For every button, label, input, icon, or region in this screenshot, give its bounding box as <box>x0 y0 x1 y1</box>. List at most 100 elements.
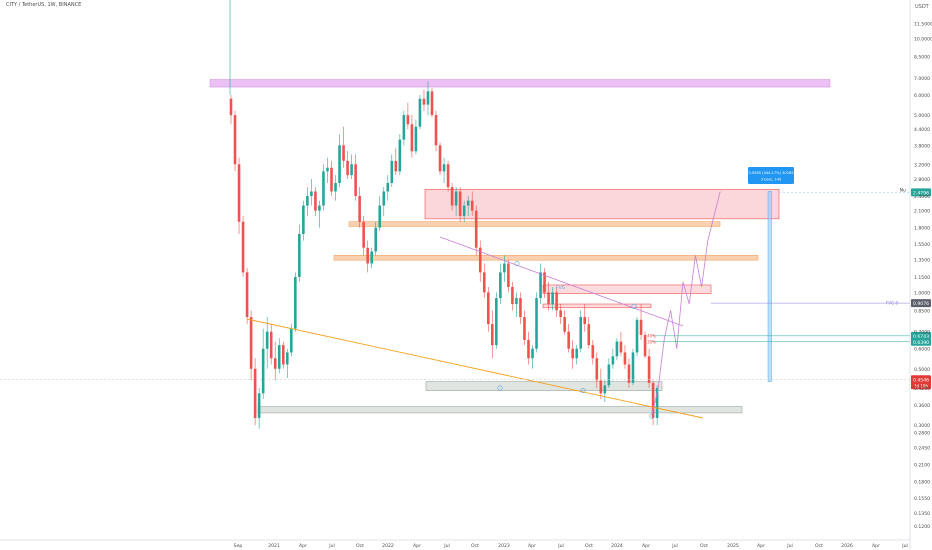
candle-body <box>462 205 466 217</box>
level-2-tag: 40% <box>647 333 656 338</box>
candle-body <box>386 182 390 192</box>
resistance-zone-top <box>209 79 831 88</box>
candle-body <box>543 272 546 293</box>
price-tick-label: 0.4200 <box>914 386 930 392</box>
candle-body <box>294 277 297 329</box>
candle-body <box>607 364 611 386</box>
time-tick-label: Sep <box>234 543 243 549</box>
time-tick-label: Oct <box>700 543 708 549</box>
orange-zone-2 <box>333 255 759 261</box>
zones <box>209 79 831 414</box>
candle-body <box>378 205 382 228</box>
support-trendline <box>246 318 704 419</box>
candle-body <box>237 164 241 222</box>
candle-body <box>265 331 269 349</box>
currency-label: USDT <box>915 4 929 10</box>
candle-body <box>350 164 353 176</box>
candle-body <box>535 298 538 349</box>
candle-body <box>346 160 349 176</box>
candle-body <box>370 251 373 264</box>
price-tick-label: 3.2000 <box>914 162 930 168</box>
price-tick-label: 10.0000 <box>914 37 932 43</box>
candle-body <box>454 191 458 206</box>
candle-body <box>587 324 591 346</box>
time-tick-label: Oct <box>356 543 364 549</box>
target-label-bg <box>748 167 794 184</box>
price-tick-label: 0.7000 <box>914 330 930 336</box>
level-2-badge: 0.6743 <box>913 334 929 340</box>
target-side-tag: Nu <box>900 187 906 193</box>
marker-circle <box>580 388 586 394</box>
candle-body <box>599 380 603 394</box>
candle-body <box>306 195 309 206</box>
price-tick-label: 5.0000 <box>914 113 930 119</box>
candle-body <box>281 345 285 365</box>
candle-body <box>551 292 554 305</box>
candle-body <box>253 368 257 418</box>
candle-body <box>269 331 273 359</box>
level-3-badge-bg <box>911 337 931 346</box>
price-tick-label: 0.3000 <box>914 423 930 429</box>
current-countdown: 1d 10h <box>914 383 928 388</box>
projection-bar <box>767 191 772 382</box>
candle-body <box>515 298 518 305</box>
candle-body <box>615 341 619 357</box>
price-tick-label: 0.2100 <box>914 462 930 468</box>
price-tick-label: 0.2800 <box>914 431 930 437</box>
price-tick-label: 0.5000 <box>914 367 930 373</box>
candle-body <box>290 328 293 353</box>
candle-body <box>539 272 542 299</box>
level-1-tag: FVG 0 <box>886 301 898 306</box>
candle-body <box>579 317 583 349</box>
price-tick-label: 0.8500 <box>914 308 930 314</box>
time-tick-label: Jul <box>901 543 908 549</box>
time-tick-label: Oct <box>585 543 593 549</box>
candle-body <box>567 331 570 349</box>
price-tick-label: 0.1550 <box>914 496 930 502</box>
price-tick-label: 8.5000 <box>914 55 930 61</box>
candle-body <box>438 145 442 172</box>
target-label-line2: 3 bars, 14d <box>761 178 781 182</box>
price-axis[interactable]: 11.5000 10.0000 8.5000 7.0000 6.0000 5.0000 4.… <box>909 0 932 550</box>
demand-zone <box>425 381 663 391</box>
target-label-line1: 3.0585 (444.17%) 30285 <box>748 171 793 175</box>
candle-body <box>470 200 474 211</box>
candle-body <box>322 171 325 206</box>
price-tick-label: 1.8000 <box>914 226 930 232</box>
candle-body <box>495 298 498 346</box>
time-tick-label: Oct <box>815 543 823 549</box>
candle-body <box>655 388 659 418</box>
candle-body <box>298 233 301 278</box>
candle-body <box>434 115 438 146</box>
resistance-trendline <box>439 236 684 327</box>
candle-body <box>571 348 574 359</box>
candle-body <box>466 200 470 206</box>
candle-body <box>651 382 655 418</box>
candle-body <box>595 358 599 381</box>
time-tick-label: Jul <box>557 543 564 549</box>
candle-body <box>503 263 506 273</box>
candle-body <box>603 385 607 394</box>
candle-body <box>310 191 313 196</box>
orange-zone-1 <box>348 221 721 227</box>
time-tick-label: 2025 <box>727 543 739 549</box>
candle-body <box>338 145 341 183</box>
candle-body <box>458 191 462 217</box>
candle-body <box>318 205 321 211</box>
candle-body <box>342 145 345 161</box>
marker-circle <box>514 261 520 267</box>
chart-title: CITY / TetherUS, 1W, BINANCE <box>6 2 82 8</box>
candle-body <box>241 221 245 273</box>
price-tick-label: 0.1800 <box>914 479 930 485</box>
bottom-zone <box>257 406 743 414</box>
projection-path <box>651 191 721 415</box>
fvg-zone-small <box>542 303 652 309</box>
time-tick-label: Jul <box>786 543 793 549</box>
level-1-badge: 0.9076 <box>913 301 929 307</box>
time-axis[interactable]: Sep 2021 Apr Jul Oct 2022 Apr Jul Oct 2023 Apr Jul O… <box>0 539 910 549</box>
candle-body <box>511 287 514 305</box>
candle-body <box>302 205 305 234</box>
marker-circle <box>631 304 637 310</box>
